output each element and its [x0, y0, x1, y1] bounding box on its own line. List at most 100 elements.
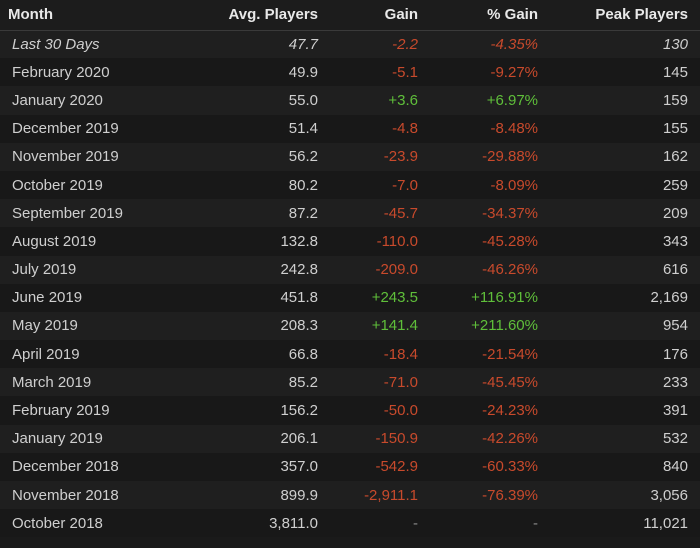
month-cell: October 2018: [12, 514, 103, 532]
gain-cell: -23.9: [383, 148, 418, 166]
table-row: October 2019 80.2 -7.0 -8.09% 259: [0, 170, 700, 200]
avg-players-cell: 208.3: [280, 317, 318, 335]
gain-cell: -2,911.1: [364, 486, 418, 504]
avg-players-cell: 47.7: [288, 35, 318, 53]
avg-players-cell: 451.8: [280, 289, 318, 307]
table-body: Last 30 Days 47.7 -2.2 -4.35% 130 February 20…: [0, 30, 700, 538]
month-cell: March 2019: [12, 373, 92, 391]
table-row: October 2018 3,811.0 - - 11,021: [0, 509, 700, 538]
table-row: August 2019 132.8 -110.0 -45.28% 343: [0, 227, 700, 256]
percent-gain-cell: -34.37%: [482, 204, 538, 222]
table-row: September 2019 87.2 -45.7 -34.37% 209: [0, 199, 700, 228]
peak-players-cell: 2,169: [650, 289, 688, 307]
month-cell: July 2019: [12, 261, 77, 279]
peak-players-cell: 840: [662, 458, 688, 476]
gain-cell: -5.1: [392, 63, 418, 81]
avg-players-cell: 242.8: [280, 261, 318, 279]
percent-gain-cell: +211.60%: [471, 317, 538, 335]
avg-players-cell: 80.2: [288, 176, 318, 194]
month-cell: January 2020: [12, 91, 103, 109]
gain-cell: -: [413, 514, 418, 532]
percent-gain-cell: -24.23%: [482, 402, 538, 420]
avg-players-cell: 899.9: [280, 486, 318, 504]
header-peak-players[interactable]: Peak Players: [595, 6, 688, 24]
month-cell: November 2018: [12, 486, 119, 504]
avg-players-cell: 206.1: [280, 430, 318, 448]
peak-players-cell: 130: [662, 35, 688, 53]
avg-players-cell: 56.2: [288, 148, 318, 166]
peak-players-cell: 532: [662, 430, 688, 448]
month-cell: June 2019: [12, 289, 83, 307]
gain-cell: -71.0: [383, 373, 418, 391]
peak-players-cell: 176: [662, 345, 688, 363]
percent-gain-cell: -45.45%: [482, 373, 538, 391]
gain-cell: -2.2: [392, 35, 418, 53]
avg-players-cell: 49.9: [288, 63, 318, 81]
table-header: Month Avg. Players Gain % Gain Peak Play…: [0, 0, 700, 30]
peak-players-cell: 209: [662, 204, 688, 222]
table-row: March 2019 85.2 -71.0 -45.45% 233: [0, 368, 700, 397]
percent-gain-cell: -8.48%: [490, 120, 538, 138]
month-cell: April 2019: [12, 345, 80, 363]
month-cell: February 2020: [12, 63, 110, 81]
month-cell: December 2018: [12, 458, 119, 476]
avg-players-cell: 51.4: [288, 120, 318, 138]
table-row: April 2019 66.8 -18.4 -21.54% 176: [0, 340, 700, 369]
month-cell: May 2019: [12, 317, 78, 335]
percent-gain-cell: -: [533, 514, 538, 532]
peak-players-cell: 954: [662, 317, 688, 335]
header-avg-players[interactable]: Avg. Players: [228, 6, 319, 24]
peak-players-cell: 233: [662, 373, 688, 391]
gain-cell: -45.7: [383, 204, 418, 222]
header-month[interactable]: Month: [8, 6, 53, 24]
gain-cell: -150.9: [375, 430, 418, 448]
percent-gain-cell: +6.97%: [486, 91, 538, 109]
avg-players-cell: 3,811.0: [269, 514, 318, 532]
table-row: May 2019 208.3 +141.4 +211.60% 954: [0, 311, 700, 341]
avg-players-cell: 87.2: [288, 204, 318, 222]
gain-cell: -18.4: [383, 345, 418, 363]
table-row: November 2018 899.9 -2,911.1 -76.39% 3,056: [0, 481, 700, 510]
percent-gain-cell: -45.28%: [482, 232, 538, 250]
month-cell: September 2019: [12, 204, 123, 222]
month-cell: December 2019: [12, 120, 119, 138]
percent-gain-cell: -8.09%: [490, 176, 538, 194]
gain-cell: -542.9: [375, 458, 418, 476]
month-cell: Last 30 Days: [12, 35, 100, 53]
peak-players-cell: 259: [662, 176, 688, 194]
header-gain[interactable]: Gain: [384, 6, 418, 24]
table-row: January 2020 55.0 +3.6 +6.97% 159: [0, 86, 700, 115]
avg-players-cell: 85.2: [288, 373, 318, 391]
avg-players-cell: 132.8: [280, 232, 318, 250]
month-cell: February 2019: [12, 402, 110, 420]
percent-gain-cell: -9.27%: [490, 63, 538, 81]
month-cell: November 2019: [12, 148, 119, 166]
percent-gain-cell: -46.26%: [482, 261, 538, 279]
peak-players-cell: 11,021: [643, 514, 688, 532]
peak-players-cell: 391: [662, 402, 688, 420]
avg-players-cell: 55.0: [288, 91, 318, 109]
gain-cell: -209.0: [375, 261, 418, 279]
peak-players-cell: 616: [662, 261, 688, 279]
gain-cell: -110.0: [376, 232, 418, 250]
gain-cell: -4.8: [392, 120, 418, 138]
gain-cell: -7.0: [392, 176, 418, 194]
gain-cell: +3.6: [388, 91, 418, 109]
peak-players-cell: 3,056: [650, 486, 688, 504]
percent-gain-cell: -42.26%: [482, 430, 538, 448]
table-row: December 2019 51.4 -4.8 -8.48% 155: [0, 114, 700, 143]
percent-gain-cell: -29.88%: [482, 148, 538, 166]
header-percent-gain[interactable]: % Gain: [487, 6, 538, 24]
gain-cell: +141.4: [371, 317, 418, 335]
month-cell: August 2019: [12, 232, 97, 250]
avg-players-cell: 156.2: [280, 402, 318, 420]
percent-gain-cell: -4.35%: [490, 35, 538, 53]
table-row: February 2019 156.2 -50.0 -24.23% 391: [0, 396, 700, 425]
percent-gain-cell: -60.33%: [482, 458, 538, 476]
table-row: December 2018 357.0 -542.9 -60.33% 840: [0, 452, 700, 481]
peak-players-cell: 343: [662, 232, 688, 250]
percent-gain-cell: -21.54%: [482, 345, 538, 363]
month-cell: October 2019: [12, 176, 103, 194]
peak-players-cell: 145: [662, 63, 688, 81]
